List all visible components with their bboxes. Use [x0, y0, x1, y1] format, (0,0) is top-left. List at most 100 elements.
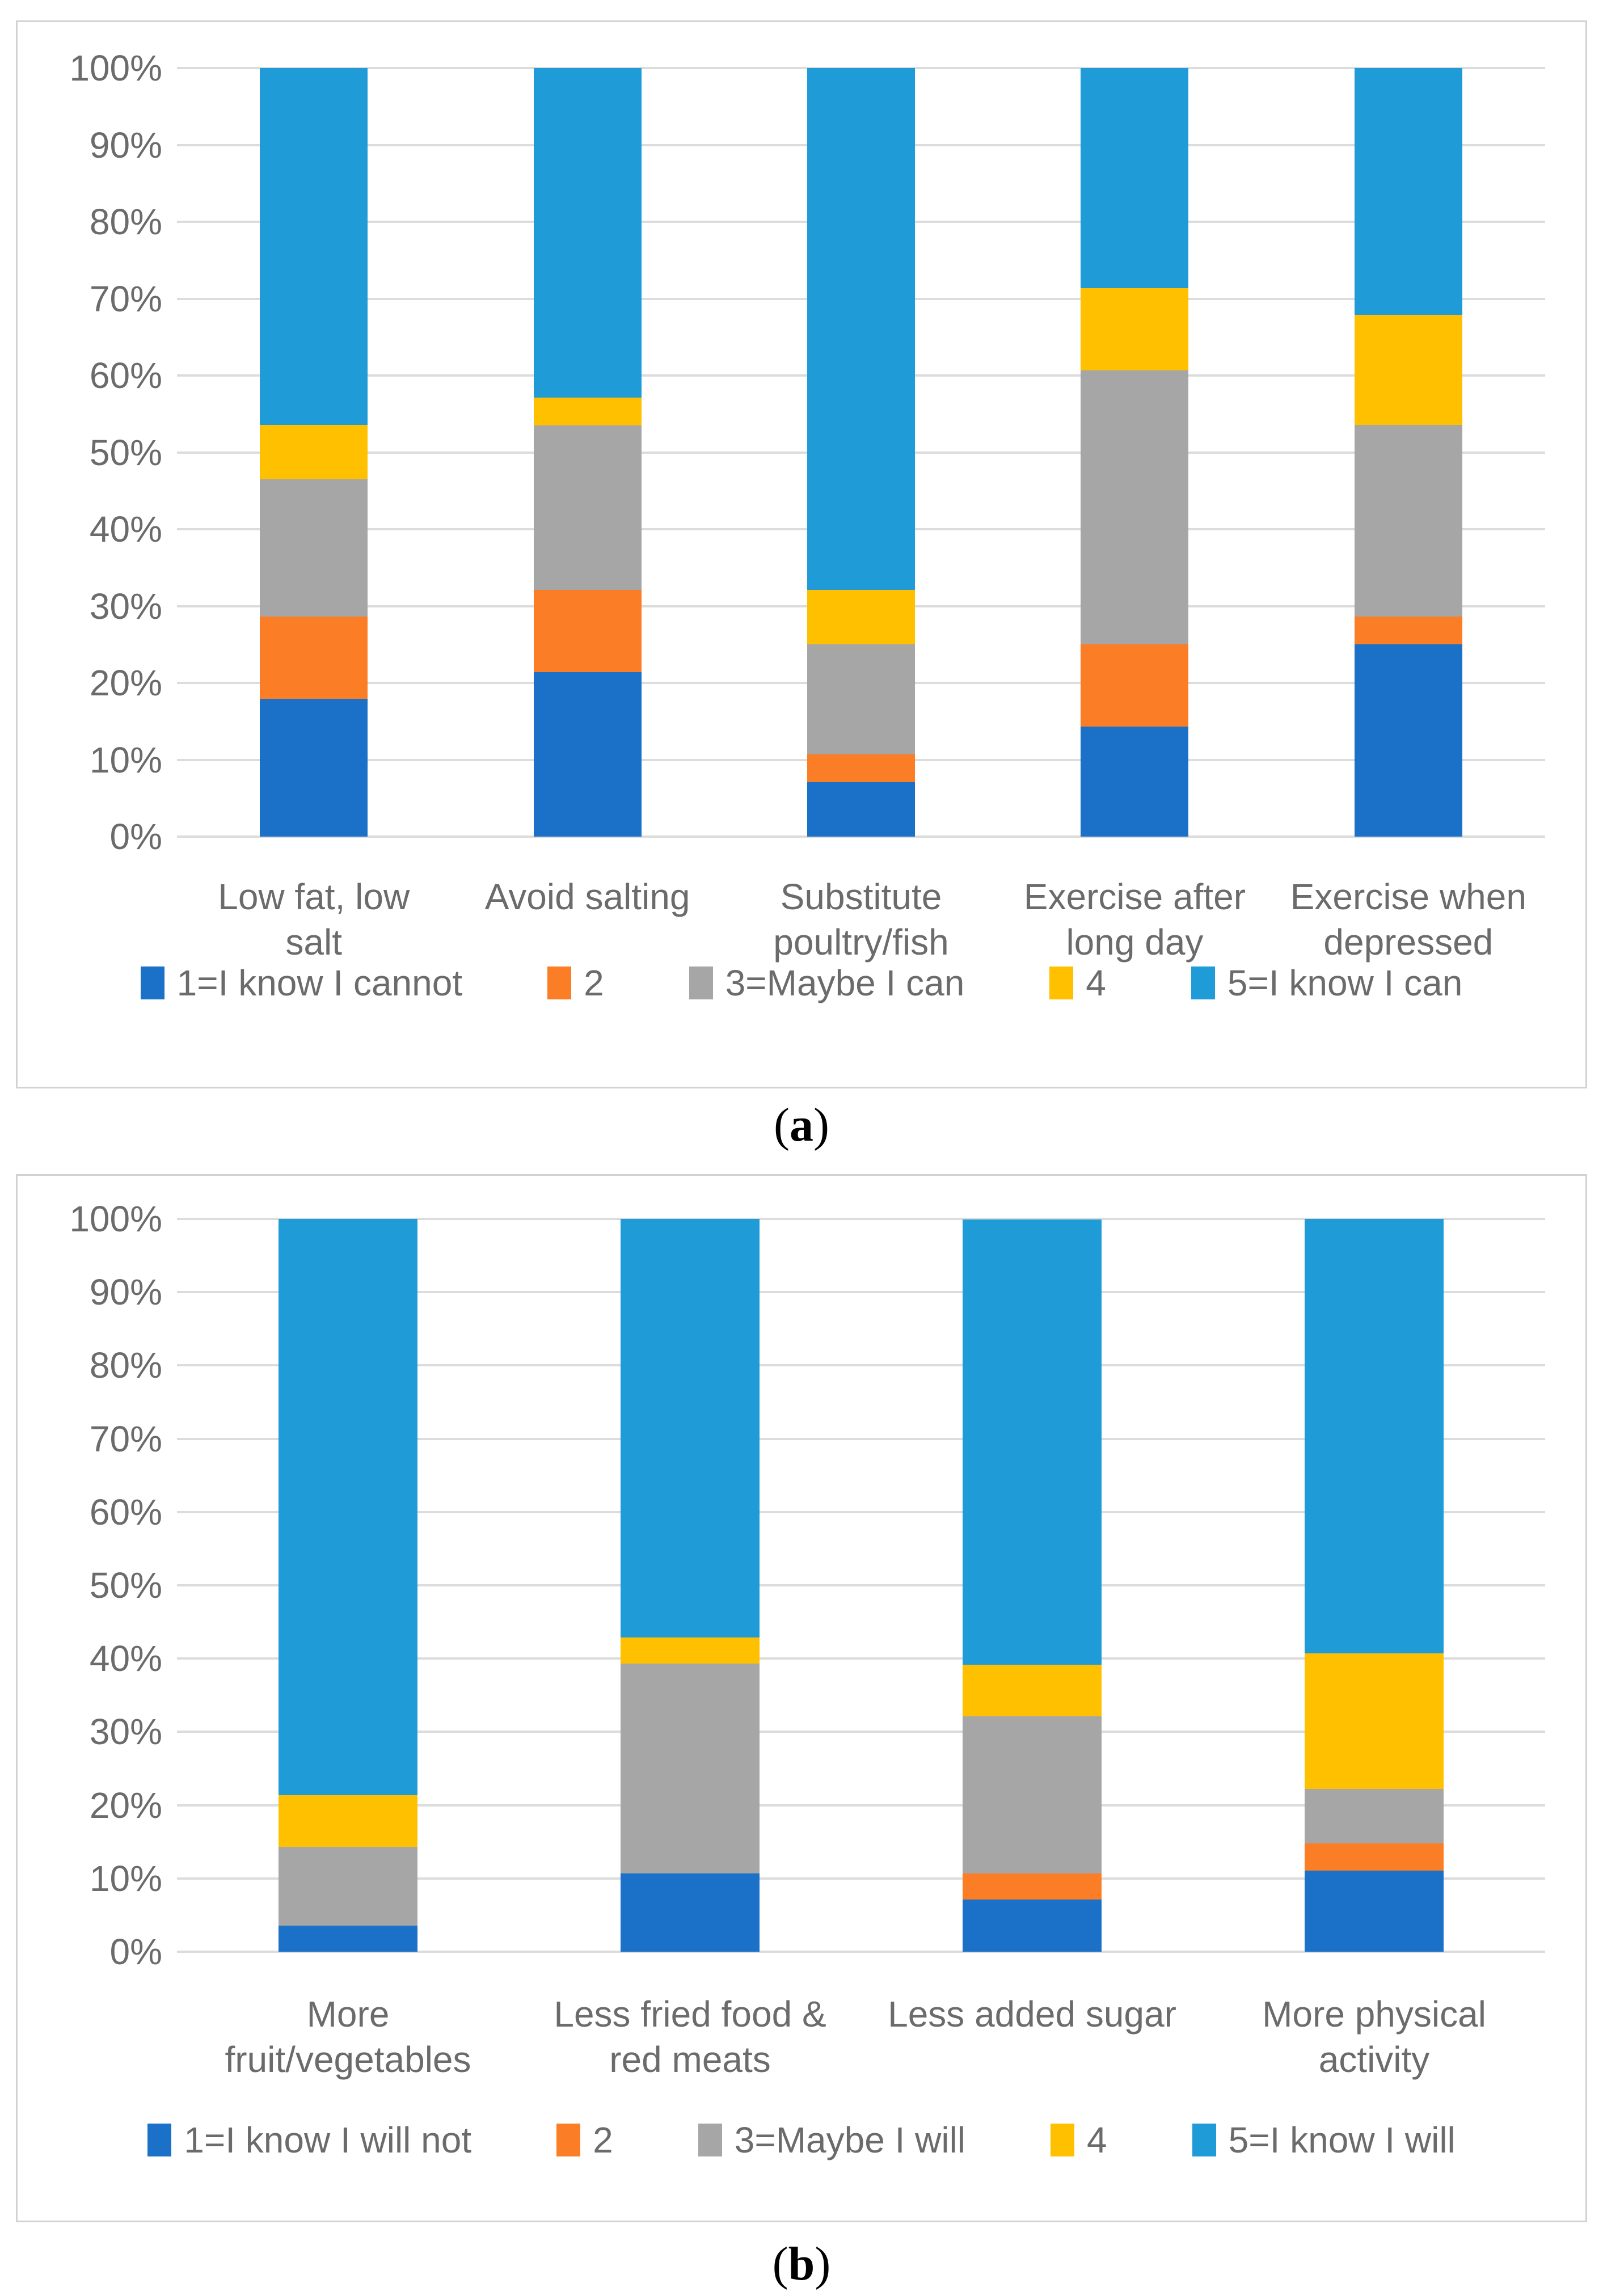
gridline [177, 1218, 1545, 1220]
bar-segment [807, 68, 916, 590]
legend-label: 3=Maybe I can [725, 963, 965, 1003]
legend-item: 4 [1049, 965, 1106, 1001]
bar-segment [621, 1873, 760, 1952]
bar-segment [279, 1925, 417, 1952]
category-label: Less fried food & red meats [554, 1994, 826, 2080]
legend-swatch [1191, 966, 1215, 999]
bar-segment [1354, 644, 1462, 837]
caption-a: (a) [0, 1101, 1603, 1149]
legend-label: 3=Maybe I will [734, 2120, 966, 2160]
bar-segment [1305, 1219, 1444, 1654]
legend-item: 5=I know I can [1191, 965, 1462, 1001]
category-label: Avoid salting [484, 876, 690, 917]
y-tick-label: 10% [89, 739, 162, 780]
bar-segment [1081, 727, 1189, 837]
bar-segment [1305, 1843, 1444, 1871]
legend-swatch [1049, 966, 1074, 999]
bar-slot [861, 1219, 1203, 1952]
y-axis: 0% 10% 20% 30% 40% 50% 60% 70% 80% 90% 100% [29, 1201, 162, 1970]
legend: 1=I know I cannot 2 3=Maybe I can 4 5=I know… [18, 965, 1585, 1001]
stacked-bar [1305, 1219, 1444, 1952]
category-cell: Less fried food & red meats [519, 1991, 861, 2082]
bar-segment [621, 1664, 760, 1873]
y-tick-label: 50% [89, 432, 162, 473]
gridline [177, 1951, 1545, 1953]
legend-swatch [698, 2124, 722, 2156]
y-tick-label: 40% [89, 509, 162, 550]
category-label: More physical activity [1262, 1994, 1486, 2080]
bar-slot [1203, 1219, 1545, 1952]
bar-segment [807, 754, 916, 782]
bar-segment [279, 1847, 417, 1926]
legend-item: 1=I know I will not [147, 2122, 471, 2158]
bar-segment [963, 1900, 1102, 1952]
gridline [177, 1364, 1545, 1367]
bar-segment [260, 699, 368, 837]
caption-letter: a [790, 1099, 813, 1151]
category-cell: Exercise after long day [998, 874, 1271, 965]
legend-label: 4 [1087, 2120, 1107, 2160]
category-cell: Exercise when depressed [1272, 874, 1545, 965]
gridline [177, 67, 1545, 69]
bar-segment [533, 590, 642, 673]
legend-swatch [1051, 2124, 1075, 2156]
y-tick-label: 0% [109, 1931, 163, 1972]
category-label: Exercise when depressed [1290, 876, 1526, 963]
y-tick-label: 10% [89, 1858, 162, 1899]
legend-swatch [1192, 2124, 1216, 2156]
bar-slot [519, 1219, 861, 1952]
y-tick-label: 90% [89, 1272, 162, 1313]
category-label: Exercise after long day [1023, 876, 1246, 963]
gridline [177, 1804, 1545, 1807]
gridline [177, 1510, 1545, 1513]
caption-letter: b [788, 2238, 815, 2290]
stacked-bar [621, 1219, 760, 1952]
legend-swatch [689, 966, 713, 999]
bars [177, 68, 1545, 837]
legend-item: 2 [556, 2122, 613, 2158]
category-label: Substitute poultry/fish [773, 876, 949, 963]
y-tick-label: 100% [69, 48, 162, 88]
bar-segment [1305, 1653, 1444, 1789]
bar-segment [963, 1664, 1102, 1717]
category-label: Low fat, low salt [218, 876, 410, 963]
y-tick-label: 30% [89, 1711, 162, 1753]
gridline [177, 1437, 1545, 1440]
bar-segment [1305, 1789, 1444, 1843]
bar-segment [963, 1219, 1102, 1665]
legend-label: 1=I know I will not [184, 2120, 472, 2160]
category-cell: More fruit/vegetables [177, 1991, 519, 2082]
y-axis: 0% 10% 20% 30% 40% 50% 60% 70% 80% 90% 100% [29, 50, 162, 855]
legend-label: 5=I know I will [1228, 2120, 1456, 2160]
chart-panel-a: 0% 10% 20% 30% 40% 50% 60% 70% 80% 90% 100% Low fa… [16, 20, 1587, 1088]
bar-slot [724, 68, 998, 837]
category-label: More fruit/vegetables [225, 1994, 471, 2080]
bar-segment [1305, 1870, 1444, 1952]
y-tick-label: 40% [89, 1638, 162, 1679]
bar-segment [1081, 644, 1189, 727]
legend-item: 3=Maybe I can [689, 963, 965, 1003]
legend-item: 4 [1051, 2122, 1107, 2158]
y-tick-label: 20% [89, 662, 162, 703]
bar-segment [1081, 370, 1189, 645]
bar-segment [533, 68, 642, 398]
bar-segment [1354, 314, 1462, 425]
plot-area [177, 1218, 1545, 1953]
stacked-bar [963, 1219, 1102, 1952]
stacked-bar [260, 68, 368, 837]
gridline [177, 1657, 1545, 1660]
legend-item: 5=I know I will [1192, 2122, 1456, 2158]
bar-segment [260, 68, 368, 425]
y-tick-label: 0% [109, 816, 163, 857]
bar-segment [963, 1873, 1102, 1900]
category-cell: More physical activity [1203, 1991, 1545, 2082]
bar-segment [279, 1795, 417, 1847]
caption-paren: ) [813, 1099, 829, 1151]
y-tick-label: 50% [89, 1565, 162, 1606]
gridline [177, 1584, 1545, 1586]
plot-area [177, 67, 1545, 838]
bar-segment [279, 1219, 417, 1795]
bar-slot [998, 68, 1271, 837]
y-tick-label: 20% [89, 1784, 162, 1826]
caption-paren: ( [772, 2238, 788, 2290]
